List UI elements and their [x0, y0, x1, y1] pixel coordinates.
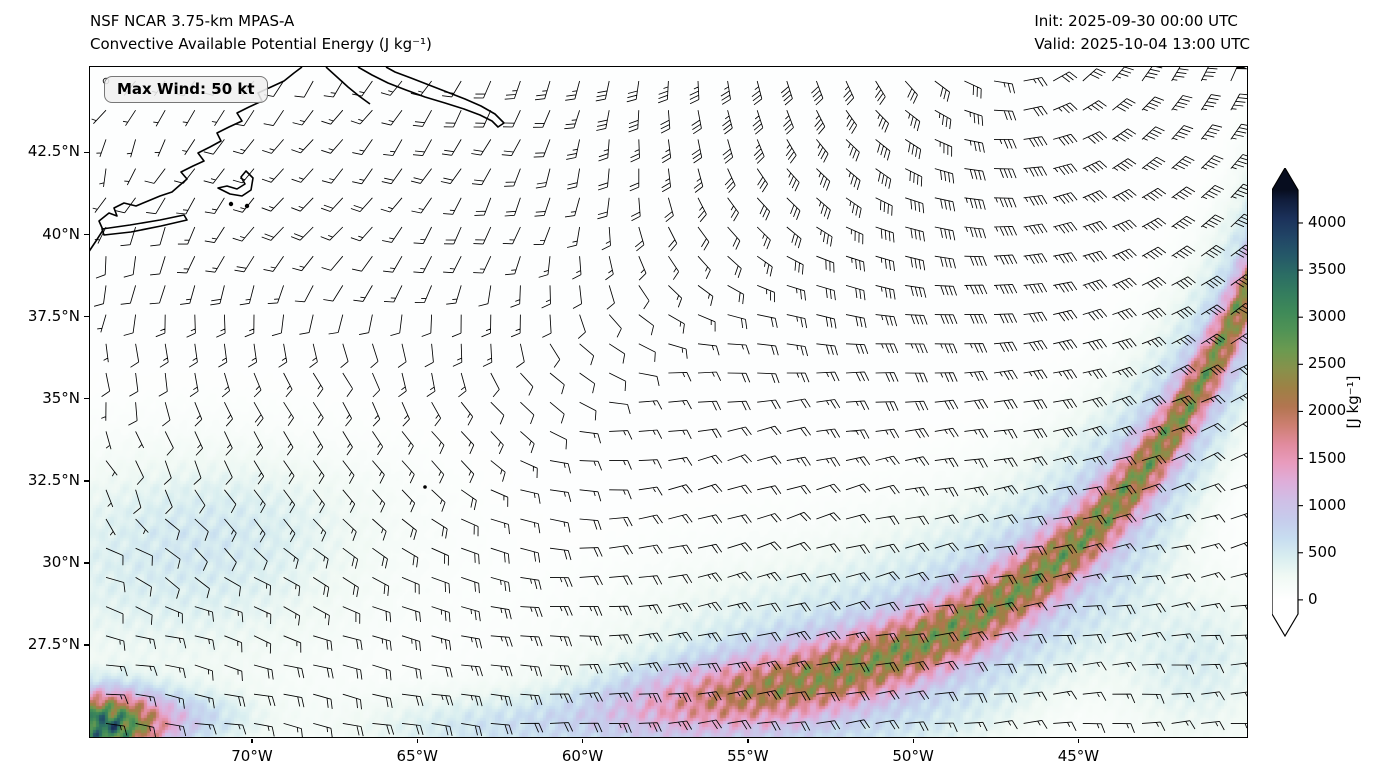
x-tick-label: 60°W	[561, 747, 604, 765]
map-area: Max Wind: 50 kt	[89, 66, 1248, 738]
colorbar-tick-label: 3000	[1308, 307, 1347, 326]
coastline	[217, 170, 254, 197]
colorbar-tick-label: 4000	[1308, 212, 1347, 231]
wind-barb-overlay	[90, 67, 1247, 737]
y-tick-label: 42.5°N	[27, 142, 80, 161]
colorbar-tick-label: 1000	[1308, 495, 1347, 514]
x-tick-label: 50°W	[892, 747, 934, 765]
max-wind-badge: Max Wind: 50 kt	[104, 76, 268, 103]
y-tick-label: 40°N	[42, 224, 80, 243]
y-axis-tick	[84, 398, 89, 400]
coastline	[357, 67, 505, 128]
y-axis-tick	[84, 151, 89, 154]
run-meta-block: Init: 2025-09-30 00:00 UTC Valid: 2025-1…	[1034, 10, 1250, 56]
x-tick-label: 70°W	[231, 747, 273, 765]
y-axis-tick	[84, 233, 89, 236]
colorbar-tick-label: 500	[1308, 542, 1337, 561]
x-axis-tick	[1077, 738, 1080, 743]
wind-barb-flags	[1235, 67, 1247, 70]
y-axis-tick	[84, 644, 89, 646]
y-tick-label: 27.5°N	[27, 635, 80, 654]
colorbar-units-label: [J kg⁻¹]	[1344, 375, 1362, 429]
x-axis-tick	[251, 738, 253, 743]
colorbar-svg	[1271, 166, 1303, 638]
coastline	[101, 214, 188, 236]
field-title: Convective Available Potential Energy (J…	[90, 35, 432, 53]
y-axis-tick	[84, 562, 89, 564]
colorbar-tick-label: 3500	[1308, 260, 1347, 279]
y-axis-tick	[84, 316, 89, 318]
colorbar-tick-label: 0	[1308, 589, 1318, 608]
model-title: NSF NCAR 3.75-km MPAS-A	[90, 12, 295, 30]
plot-title-block: NSF NCAR 3.75-km MPAS-A Convective Avail…	[90, 10, 432, 56]
colorbar-tick-label: 2500	[1308, 354, 1347, 373]
x-tick-label: 45°W	[1057, 747, 1100, 765]
colorbar-gradient	[1271, 166, 1299, 638]
y-tick-label: 32.5°N	[27, 470, 80, 489]
x-axis-tick	[747, 738, 749, 743]
x-tick-label: 55°W	[727, 747, 769, 765]
colorbar-tick-label: 2000	[1308, 401, 1347, 420]
wind-barbs	[91, 67, 1247, 737]
x-axis-tick	[581, 738, 584, 743]
colorbar	[1271, 166, 1304, 638]
y-tick-label: 37.5°N	[27, 306, 80, 325]
y-axis-tick	[84, 480, 89, 482]
bermuda-island	[423, 485, 427, 489]
x-axis-tick	[912, 738, 914, 743]
x-tick-label: 65°W	[396, 747, 438, 765]
y-tick-label: 30°N	[42, 552, 80, 571]
init-time: Init: 2025-09-30 00:00 UTC	[1034, 12, 1238, 30]
y-tick-label: 35°N	[42, 388, 80, 407]
island	[228, 201, 234, 207]
valid-time: Valid: 2025-10-04 13:00 UTC	[1034, 35, 1250, 53]
coastline	[325, 67, 371, 105]
colorbar-tick-label: 1500	[1308, 448, 1347, 467]
x-axis-tick	[416, 738, 418, 743]
